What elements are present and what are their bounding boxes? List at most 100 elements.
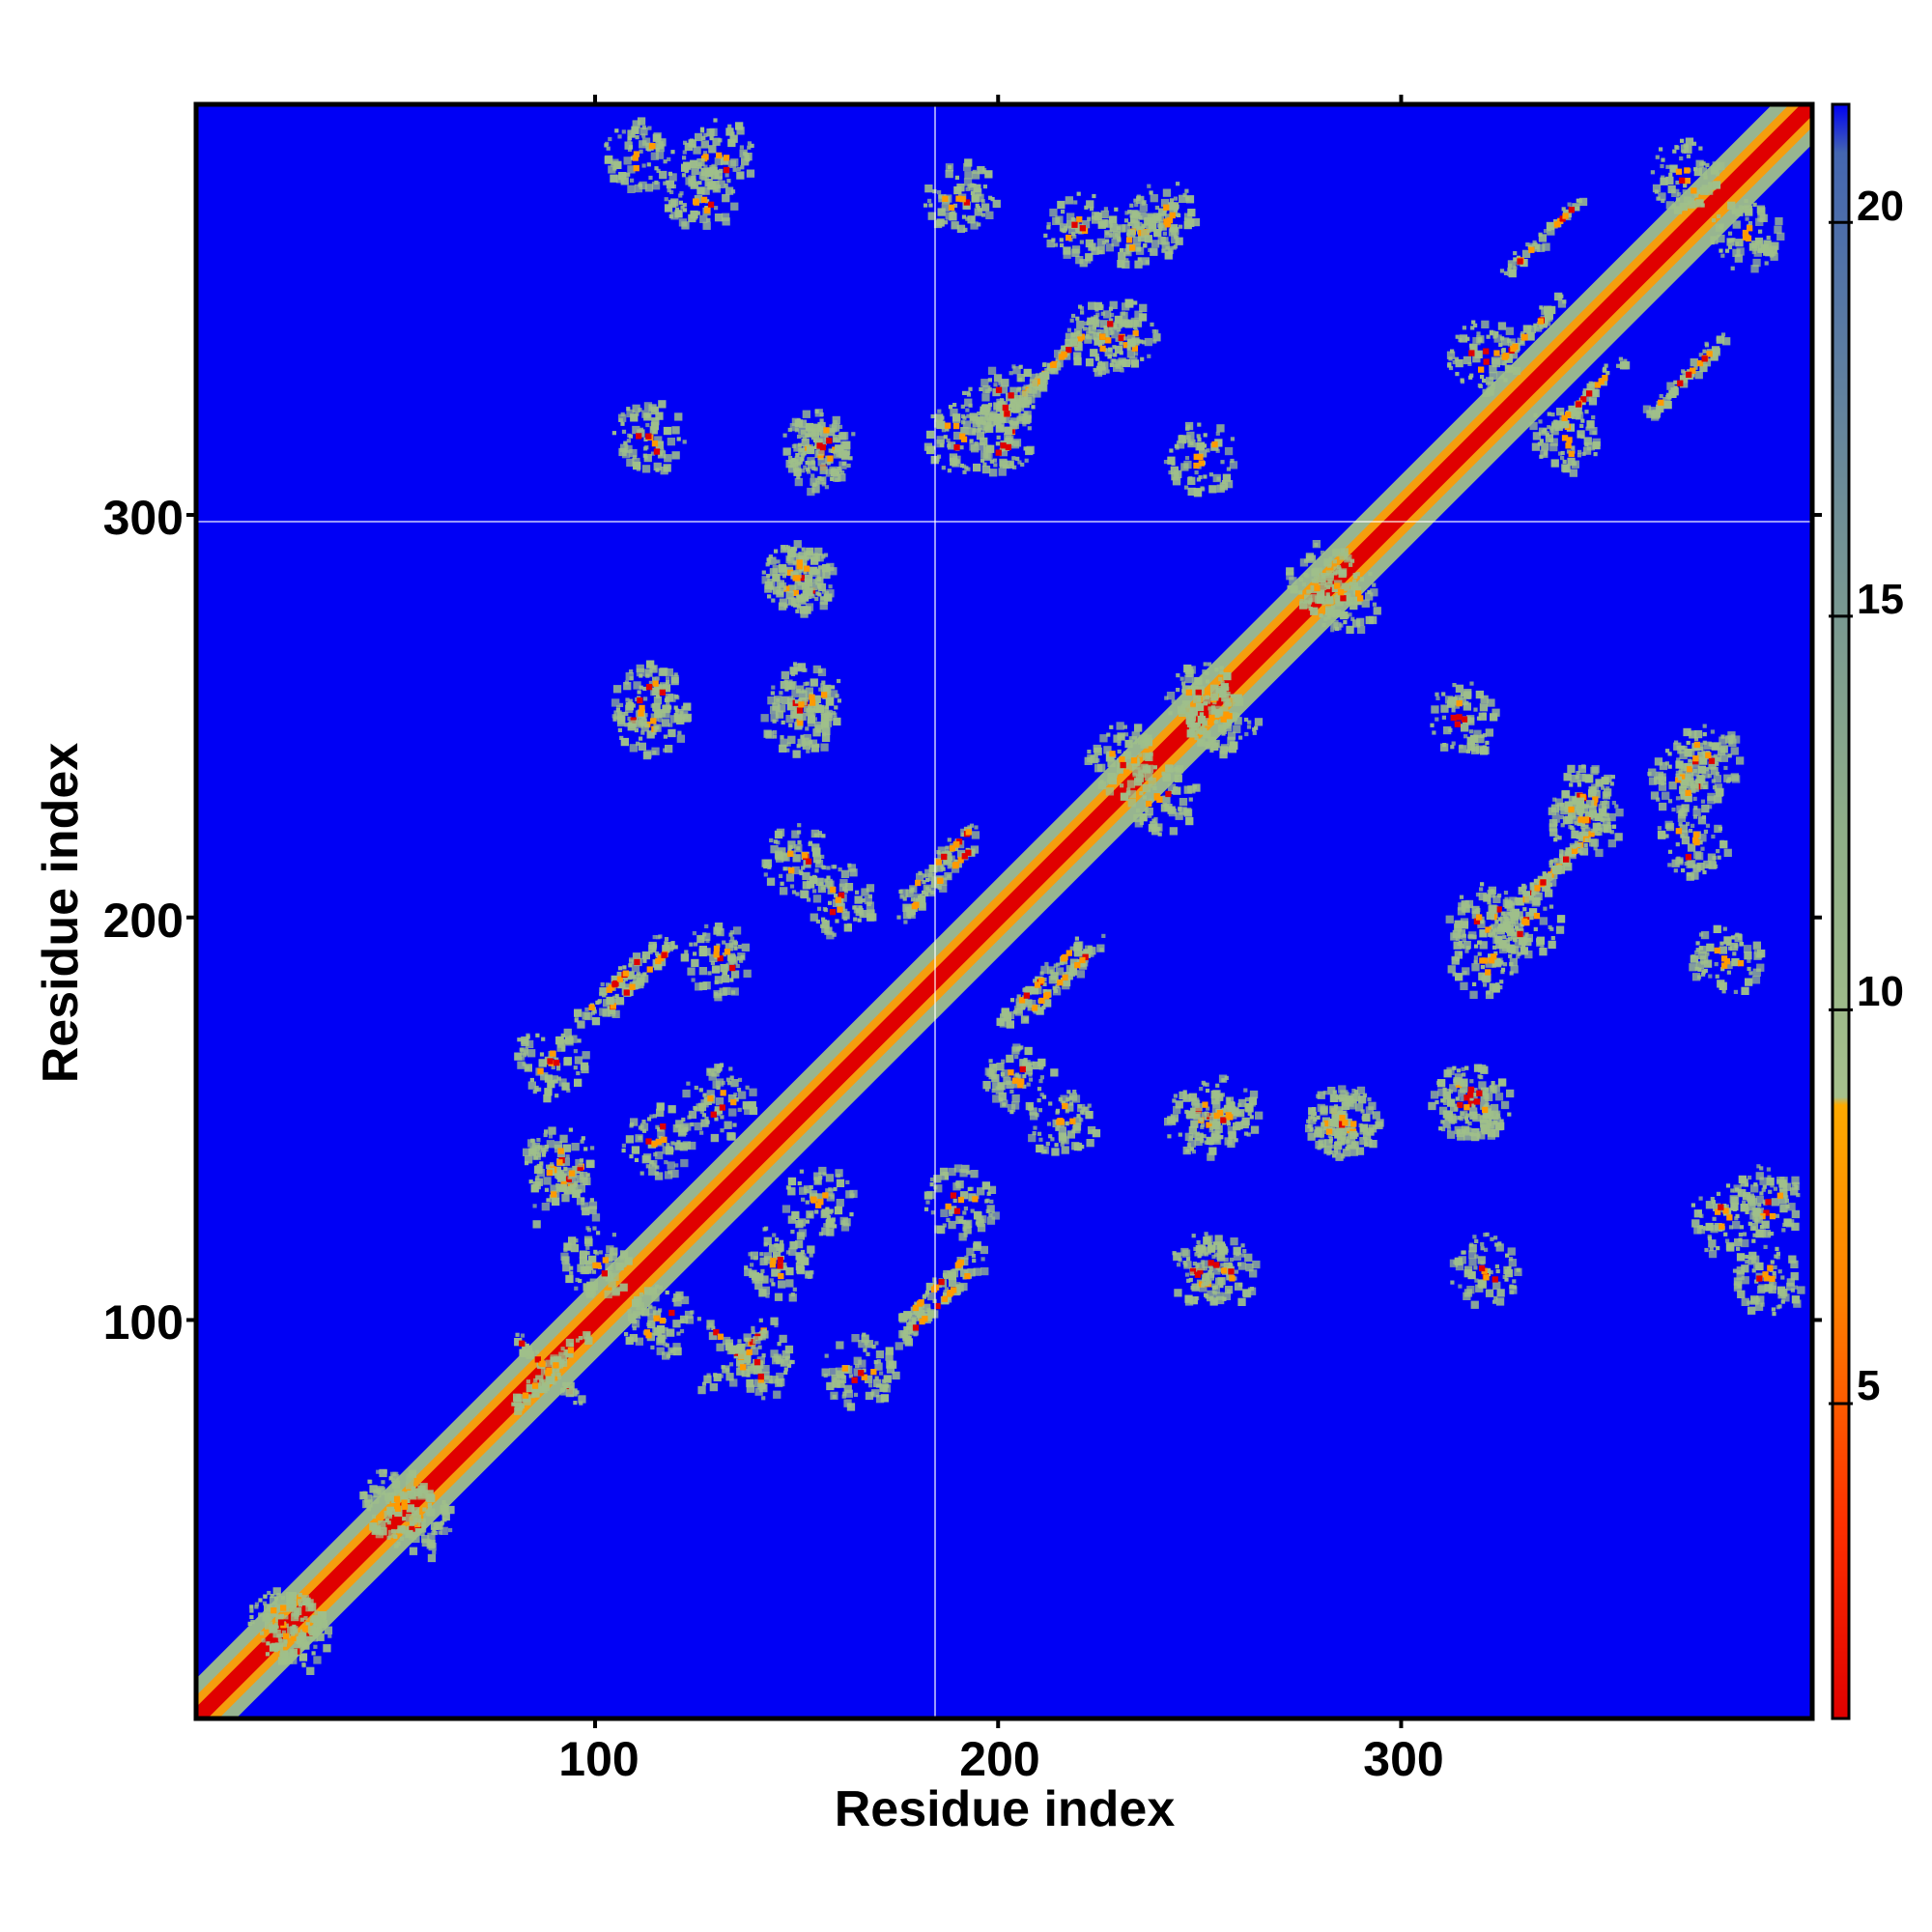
contact-cell <box>574 1056 583 1065</box>
contact-cell <box>1751 241 1760 249</box>
contact-cell <box>1428 1101 1436 1111</box>
contact-cell <box>421 1538 430 1547</box>
contact-cell <box>541 1152 546 1157</box>
contact-cell <box>1680 780 1685 784</box>
contact-cell <box>694 942 698 947</box>
contact-cell <box>556 1372 561 1378</box>
contact-cell <box>747 141 752 146</box>
contact-cell <box>254 1602 259 1606</box>
contact-cell <box>646 1117 652 1122</box>
contact-cell <box>1361 599 1370 608</box>
contact-cell <box>1345 1092 1350 1096</box>
contact-cell <box>993 463 998 468</box>
contact-cell <box>797 823 802 828</box>
contact-cell <box>1075 316 1080 321</box>
contact-cell <box>841 1394 846 1399</box>
contact-cell <box>1489 371 1497 381</box>
contact-cell <box>270 1594 274 1599</box>
contact-cell <box>1579 847 1589 856</box>
contact-cell <box>281 1630 287 1634</box>
contact-cell <box>1568 811 1577 820</box>
contact-cell <box>1667 185 1676 194</box>
contact-cell <box>977 442 986 451</box>
contact-cell <box>1551 814 1560 823</box>
contact-hotspot <box>1577 792 1583 799</box>
contact-cell <box>907 910 916 920</box>
contact-cell <box>1079 1118 1084 1122</box>
contact-cell <box>652 935 657 940</box>
contact-cell <box>1208 710 1213 715</box>
contact-cell <box>970 221 979 230</box>
contact-cell <box>1138 771 1143 776</box>
contact-cell <box>1605 825 1610 830</box>
contact-cell <box>1751 976 1761 984</box>
contact-cell <box>579 1256 588 1265</box>
contact-cell <box>848 1374 853 1378</box>
contact-cell <box>393 1534 398 1539</box>
contact-cell <box>1168 711 1173 716</box>
contact-cell <box>1092 1129 1101 1138</box>
contact-cell <box>1373 607 1381 615</box>
contact-hotspot <box>1478 366 1485 373</box>
contact-cell <box>1716 335 1724 344</box>
contact-cell <box>1539 439 1544 443</box>
contact-cell <box>1303 573 1308 578</box>
contact-hotspot <box>753 1359 761 1366</box>
contact-cell <box>965 216 970 221</box>
contact-cell <box>842 1391 847 1396</box>
contact-cell <box>633 1320 638 1324</box>
contact-cell <box>1584 838 1589 842</box>
contact-cell <box>838 867 842 872</box>
contact-cell <box>1372 582 1377 587</box>
contact-cell <box>639 1171 644 1176</box>
contact-cell <box>1779 1204 1788 1213</box>
contact-cell <box>386 1520 391 1525</box>
contact-cell <box>1162 774 1172 782</box>
contact-cell <box>1042 977 1047 982</box>
contact-cell <box>1764 261 1769 266</box>
contact-cell <box>791 830 800 838</box>
contact-cell <box>778 1248 782 1253</box>
contact-hotspot <box>1575 401 1582 408</box>
contact-cell <box>1683 184 1688 188</box>
contact-cell <box>573 1065 578 1070</box>
contact-cell <box>1665 176 1674 185</box>
contact-cell <box>879 1371 884 1376</box>
contact-cell <box>1557 864 1562 868</box>
contact-cell <box>594 1251 599 1256</box>
contact-cell <box>910 1327 919 1336</box>
contact-cell <box>1577 449 1582 454</box>
contact-feature-7-mirror <box>821 1332 900 1411</box>
contact-cell <box>1610 775 1615 780</box>
contact-cell <box>866 884 875 893</box>
contact-hotspot <box>553 1362 559 1369</box>
contact-cell <box>1104 327 1113 336</box>
contact-cell <box>984 1199 989 1204</box>
contact-cell <box>543 1177 552 1185</box>
contact-cell <box>1752 202 1757 207</box>
contact-cell <box>665 745 673 753</box>
contact-cell <box>1480 1120 1489 1128</box>
contact-cell <box>1124 258 1129 263</box>
contact-cell <box>691 978 696 982</box>
contact-cell <box>801 866 806 870</box>
contact-cell <box>1049 969 1054 974</box>
contact-cell <box>664 1171 673 1179</box>
contact-cell <box>1145 753 1153 761</box>
contact-cell <box>779 873 783 878</box>
contact-cell <box>1224 1257 1229 1262</box>
contact-cell <box>1553 821 1558 826</box>
contact-cell <box>781 696 790 704</box>
contact-cell <box>776 1372 784 1381</box>
contact-cell <box>1188 1125 1197 1135</box>
contact-hotspot <box>720 1090 726 1096</box>
contact-cell <box>1650 170 1655 175</box>
contact-cell <box>823 719 833 727</box>
contact-cell <box>676 1331 681 1336</box>
contact-cell <box>1074 936 1079 941</box>
contact-cell <box>1117 224 1126 233</box>
contact-cell <box>1577 773 1586 782</box>
contact-cell <box>1701 972 1706 977</box>
contact-cell <box>1452 359 1457 365</box>
contact-cell <box>880 1394 889 1403</box>
